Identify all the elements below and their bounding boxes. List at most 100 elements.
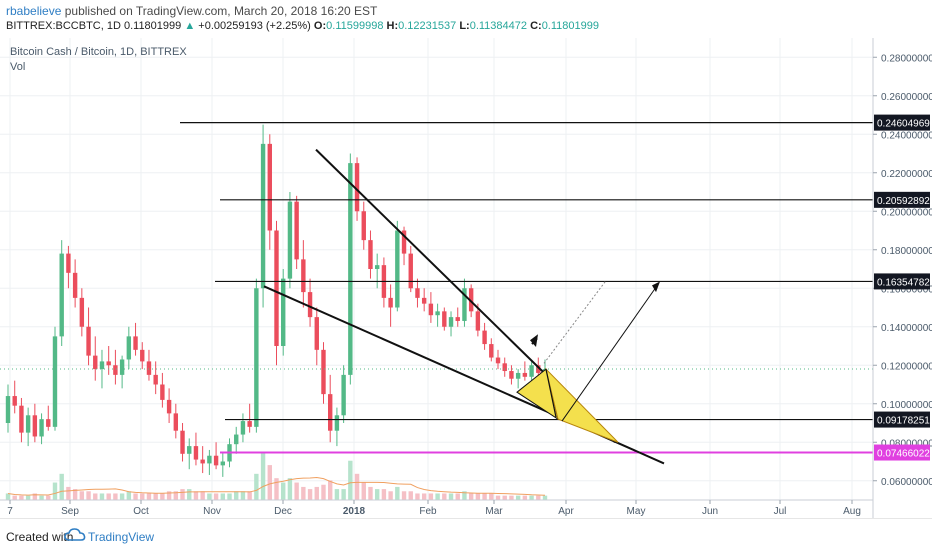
volume-bar	[455, 493, 460, 500]
symbol-label: BITTREX:BCCBTC, 1D	[6, 20, 121, 32]
candle-body	[354, 163, 360, 212]
price-tag-label: 0.16354782	[877, 277, 930, 288]
chart-area[interactable]: 0.28000000 0.26000000 0.24000000 0.22000000…	[0, 38, 932, 518]
price-chart[interactable]: 0.28000000 0.26000000 0.24000000 0.22000000…	[0, 38, 932, 518]
volume-bar	[267, 465, 272, 500]
time-tick-label: Oct	[133, 506, 149, 517]
dotted-projection-line	[543, 280, 607, 364]
candle-body	[193, 446, 199, 460]
candle-body	[93, 355, 98, 370]
volume-bar	[79, 491, 85, 500]
tradingview-brand[interactable]: TradingView	[88, 530, 155, 544]
volume-bar	[395, 486, 400, 500]
volume-bar	[361, 482, 366, 500]
candle-body	[334, 415, 340, 431]
time-tick-label: Apr	[558, 506, 574, 517]
candle-body	[388, 297, 393, 308]
candle-body	[321, 349, 326, 395]
triangle-edge	[545, 368, 557, 418]
price-axis[interactable]: 0.28000000 0.26000000 0.24000000 0.22000000…	[872, 38, 932, 518]
chart-title: Bitcoin Cash / Bitcoin, 1D, BITTREX	[10, 46, 187, 58]
created-with-text: Created with	[6, 530, 74, 544]
volume-bar	[448, 493, 454, 500]
candle-body	[19, 405, 24, 433]
volume-bar	[274, 478, 279, 500]
volume-bar	[348, 460, 353, 500]
candle-body	[314, 317, 319, 350]
volume-bar	[442, 493, 447, 500]
time-tick-label: Jun	[702, 506, 718, 517]
candle-body	[374, 265, 380, 269]
volume-bar	[46, 495, 51, 500]
candle-body	[522, 372, 528, 377]
volume-bar	[341, 489, 346, 500]
volume-bar	[489, 493, 494, 500]
volume-bar	[542, 495, 548, 500]
volume-bar	[287, 478, 293, 500]
time-tick-label: Mar	[485, 506, 503, 517]
author-link[interactable]: rbabelieve	[6, 4, 62, 18]
volume-bars	[5, 452, 548, 500]
price-tick-label: 0.24000000	[881, 130, 932, 141]
volume-bar	[220, 493, 225, 500]
candle-body	[146, 361, 152, 375]
candle-body	[368, 240, 373, 269]
volume-bar	[39, 495, 44, 500]
change-value: +0.00259193 (+2.25%)	[198, 20, 311, 32]
candle-body	[254, 288, 259, 427]
header: rbabelieve published on TradingView.com,…	[0, 0, 932, 38]
candle-body	[281, 278, 286, 346]
candle-body	[66, 253, 71, 273]
candle-body	[274, 230, 279, 346]
volume-bar	[462, 491, 467, 500]
up-arrow-icon: ▲	[184, 20, 196, 32]
high-value: 0.12231537	[398, 20, 457, 32]
candle-body	[482, 330, 487, 345]
candle-body	[220, 461, 225, 466]
candle-body	[99, 361, 105, 370]
volume-bar	[260, 452, 266, 500]
volume-bar	[106, 493, 111, 500]
volume-bar	[247, 491, 252, 500]
volume-bar	[515, 495, 521, 500]
candle-body	[247, 421, 252, 427]
candle-body	[489, 344, 494, 358]
candle-body	[421, 297, 427, 304]
time-tick-label: Aug	[843, 506, 861, 517]
last-price: 0.11801999	[123, 20, 182, 32]
price-tag	[874, 191, 930, 208]
volume-bar	[301, 486, 306, 500]
time-axis[interactable]: 7 Sep Oct Nov Dec 2018 Feb Mar Apr May Jun Jul Aug	[0, 499, 873, 517]
candle-body	[106, 361, 111, 366]
projection-arrowhead	[652, 281, 660, 293]
magenta-price-tag	[874, 444, 930, 461]
candle-body	[133, 336, 138, 350]
price-tick-label: 0.18000000	[881, 246, 932, 257]
volume-bar	[193, 491, 199, 500]
candle-body	[462, 288, 467, 321]
candle-body	[502, 363, 507, 372]
yellow-wedge	[545, 367, 619, 443]
volume-bar	[234, 491, 239, 500]
candle-body	[294, 201, 299, 260]
candle-body	[187, 446, 192, 454]
volume-bar	[66, 486, 71, 500]
volume-bar	[401, 491, 407, 500]
breakout-arrow-stem	[531, 337, 538, 345]
volume-bar	[529, 495, 534, 500]
drawings	[0, 122, 873, 465]
price-tick-label: 0.08000000	[881, 438, 932, 449]
volume-bar	[281, 482, 286, 500]
price-tick-label: 0.14000000	[881, 323, 932, 334]
candle-body	[536, 365, 541, 373]
volume-bar	[240, 491, 246, 500]
volume-bar	[133, 493, 138, 500]
candle-body	[442, 311, 447, 327]
candles	[5, 124, 548, 477]
volume-bar	[25, 495, 31, 500]
price-tick-label: 0.12000000	[881, 361, 932, 372]
chart-background	[0, 38, 932, 518]
candle-body	[529, 365, 534, 377]
price-tag	[874, 411, 930, 428]
price-tag	[874, 114, 930, 131]
